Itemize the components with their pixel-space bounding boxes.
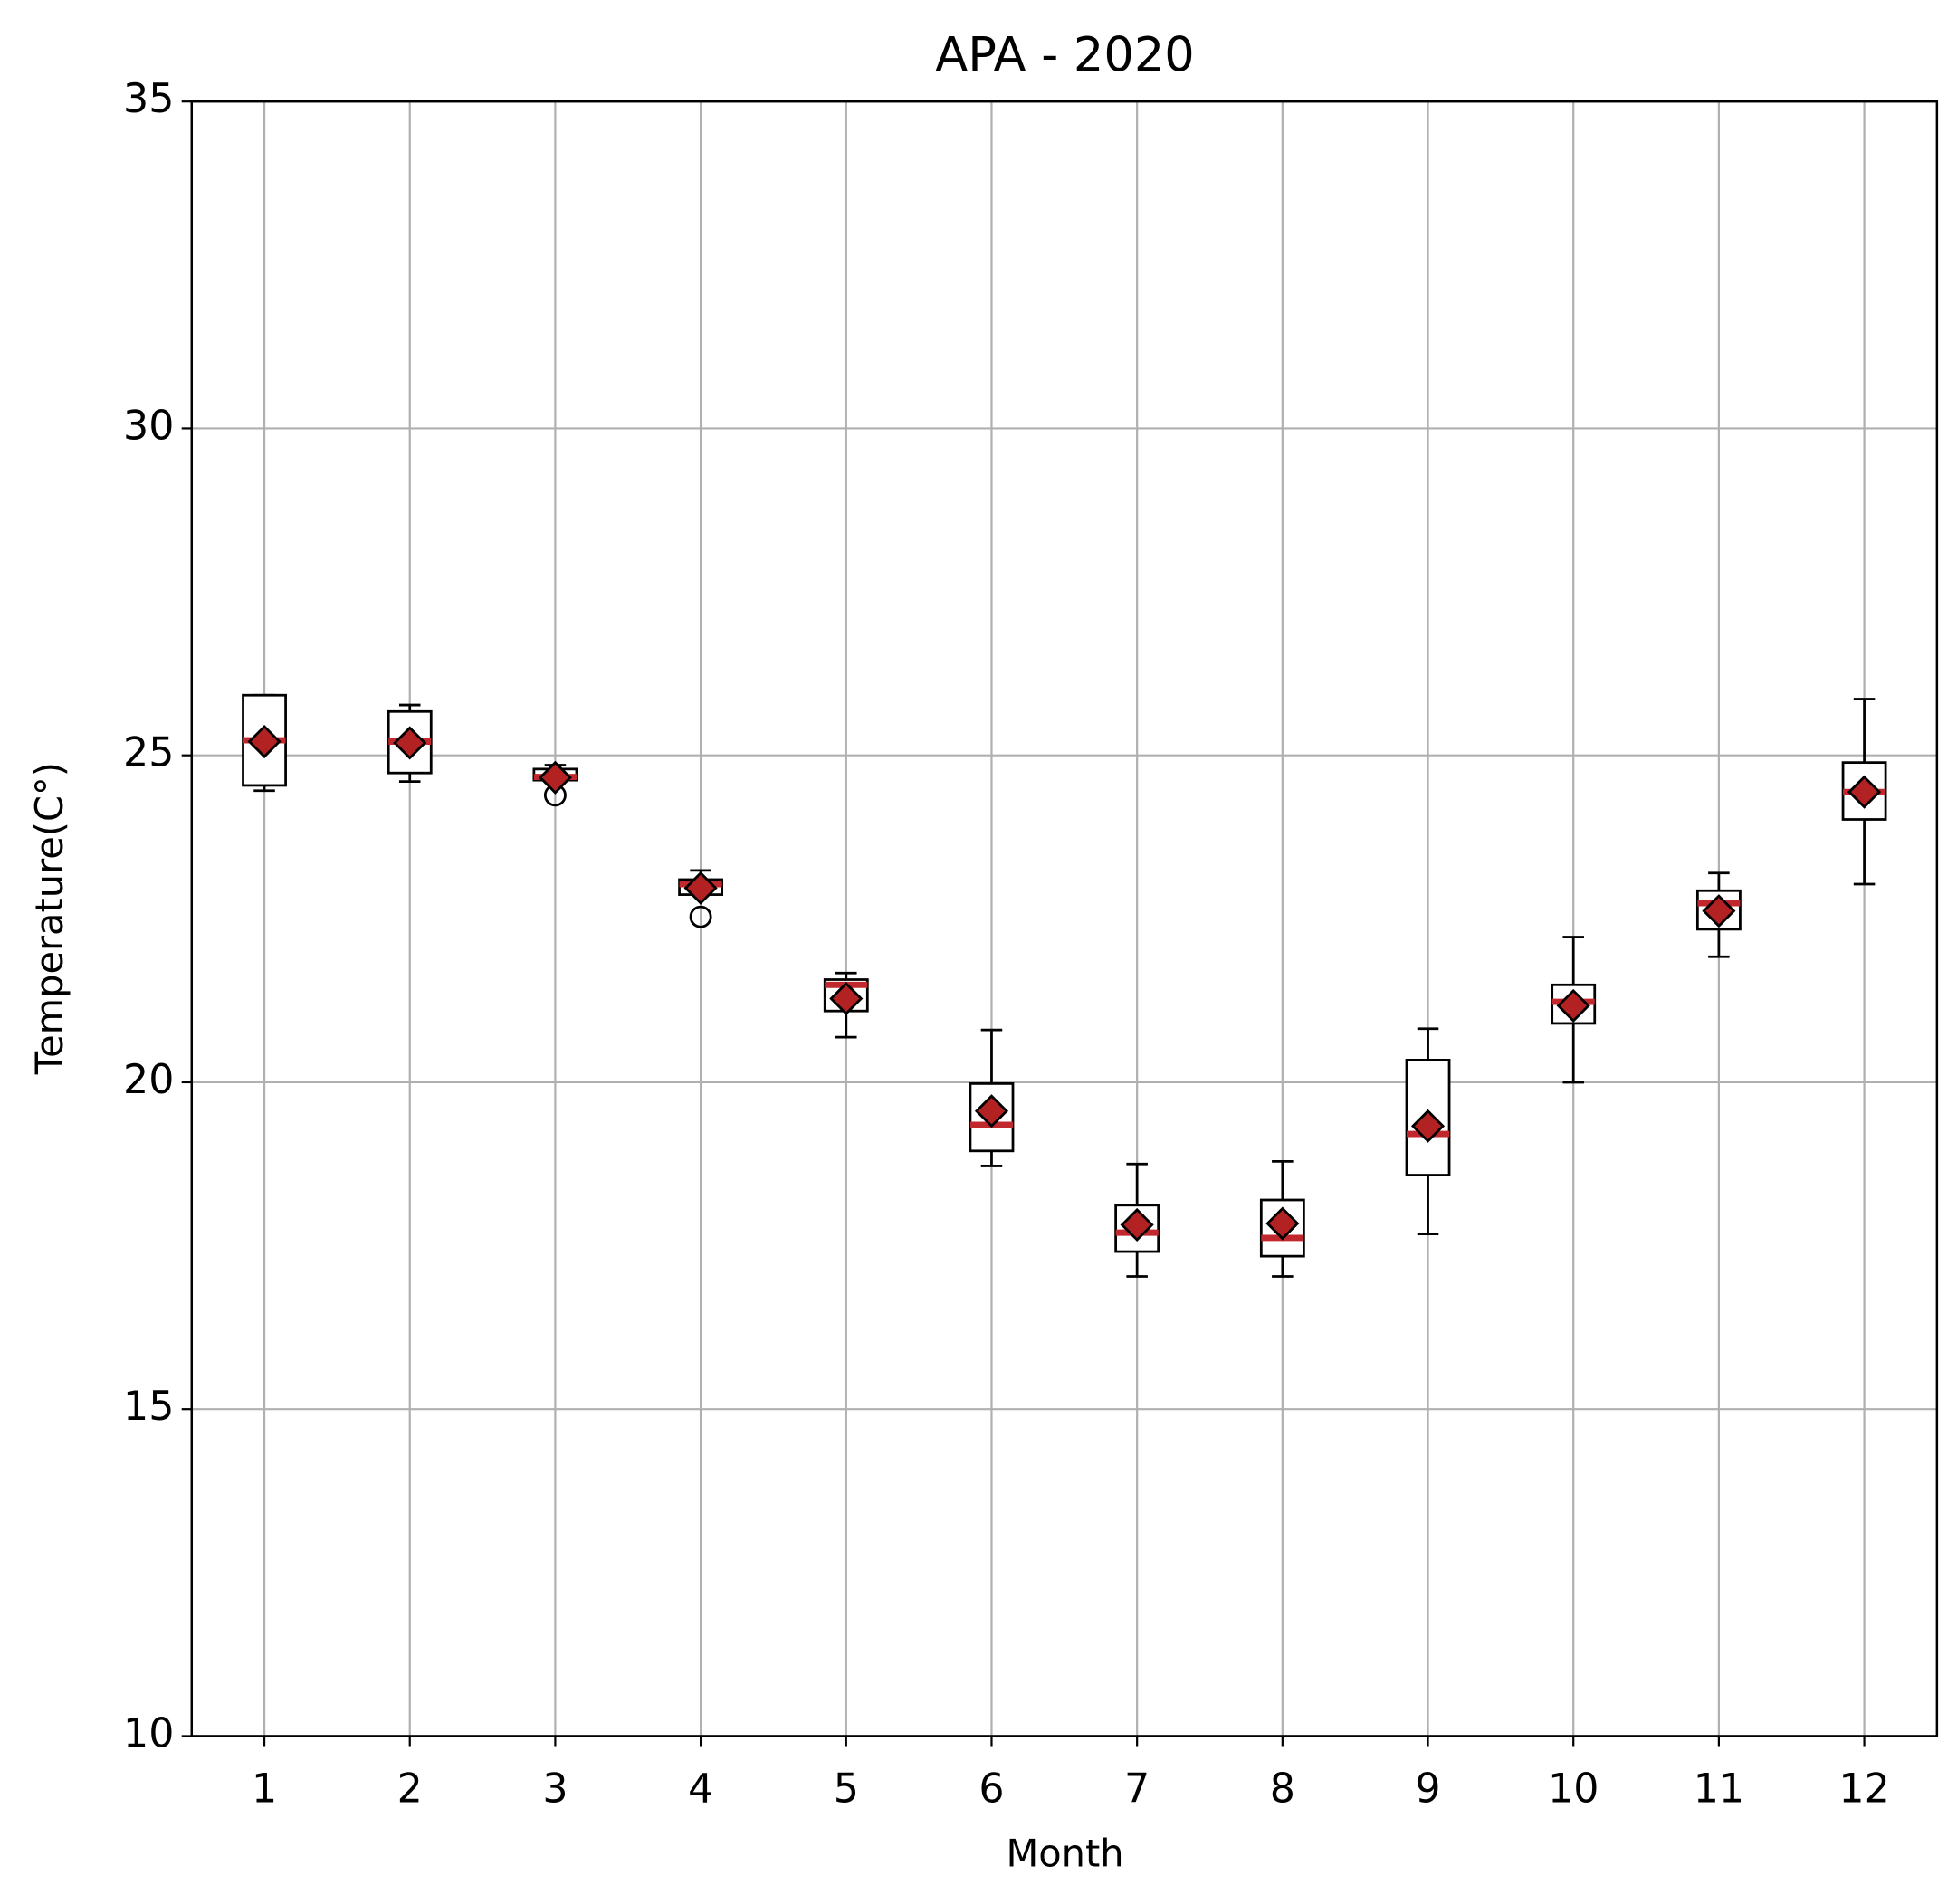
- y-tick-label: 20: [123, 1057, 174, 1103]
- mean-marker: [1120, 1207, 1154, 1242]
- chart-title: APA - 2020: [935, 27, 1194, 82]
- y-tick-label: 35: [123, 76, 174, 122]
- mean-marker: [1702, 894, 1736, 928]
- y-tick-label: 15: [123, 1384, 174, 1430]
- x-tick-label: 11: [1694, 1766, 1744, 1812]
- mean-marker: [1410, 1109, 1446, 1143]
- mean-marker: [1265, 1206, 1300, 1241]
- x-tick-label: 8: [1270, 1766, 1295, 1812]
- mean-marker: [1556, 988, 1590, 1023]
- mean-marker: [393, 726, 427, 760]
- mean-marker: [829, 981, 864, 1016]
- mean-marker: [247, 724, 282, 759]
- mean-marker: [683, 871, 718, 905]
- y-tick-label: 30: [123, 403, 174, 449]
- outlier: [689, 905, 712, 928]
- x-tick-label: 4: [688, 1766, 713, 1812]
- x-tick-label: 9: [1415, 1766, 1440, 1812]
- plot-frame: [190, 100, 1939, 1737]
- x-axis-label: Month: [1006, 1831, 1123, 1875]
- x-tick-label: 7: [1124, 1766, 1150, 1812]
- mean-marker: [1847, 775, 1882, 809]
- box: [1259, 1198, 1305, 1258]
- y-tick-label: 25: [123, 730, 174, 776]
- x-tick-label: 12: [1838, 1766, 1889, 1812]
- y-axis-label: Temperature(C°): [27, 762, 72, 1075]
- x-tick-label: 5: [834, 1766, 859, 1812]
- x-tick-label: 6: [978, 1766, 1004, 1812]
- x-tick-label: 3: [542, 1766, 568, 1812]
- y-tick-label: 10: [123, 1710, 174, 1756]
- x-tick-label: 1: [252, 1766, 277, 1812]
- mean-marker: [538, 760, 572, 795]
- mean-marker: [974, 1094, 1009, 1128]
- x-tick-label: 10: [1548, 1766, 1599, 1812]
- x-tick-label: 2: [397, 1766, 423, 1812]
